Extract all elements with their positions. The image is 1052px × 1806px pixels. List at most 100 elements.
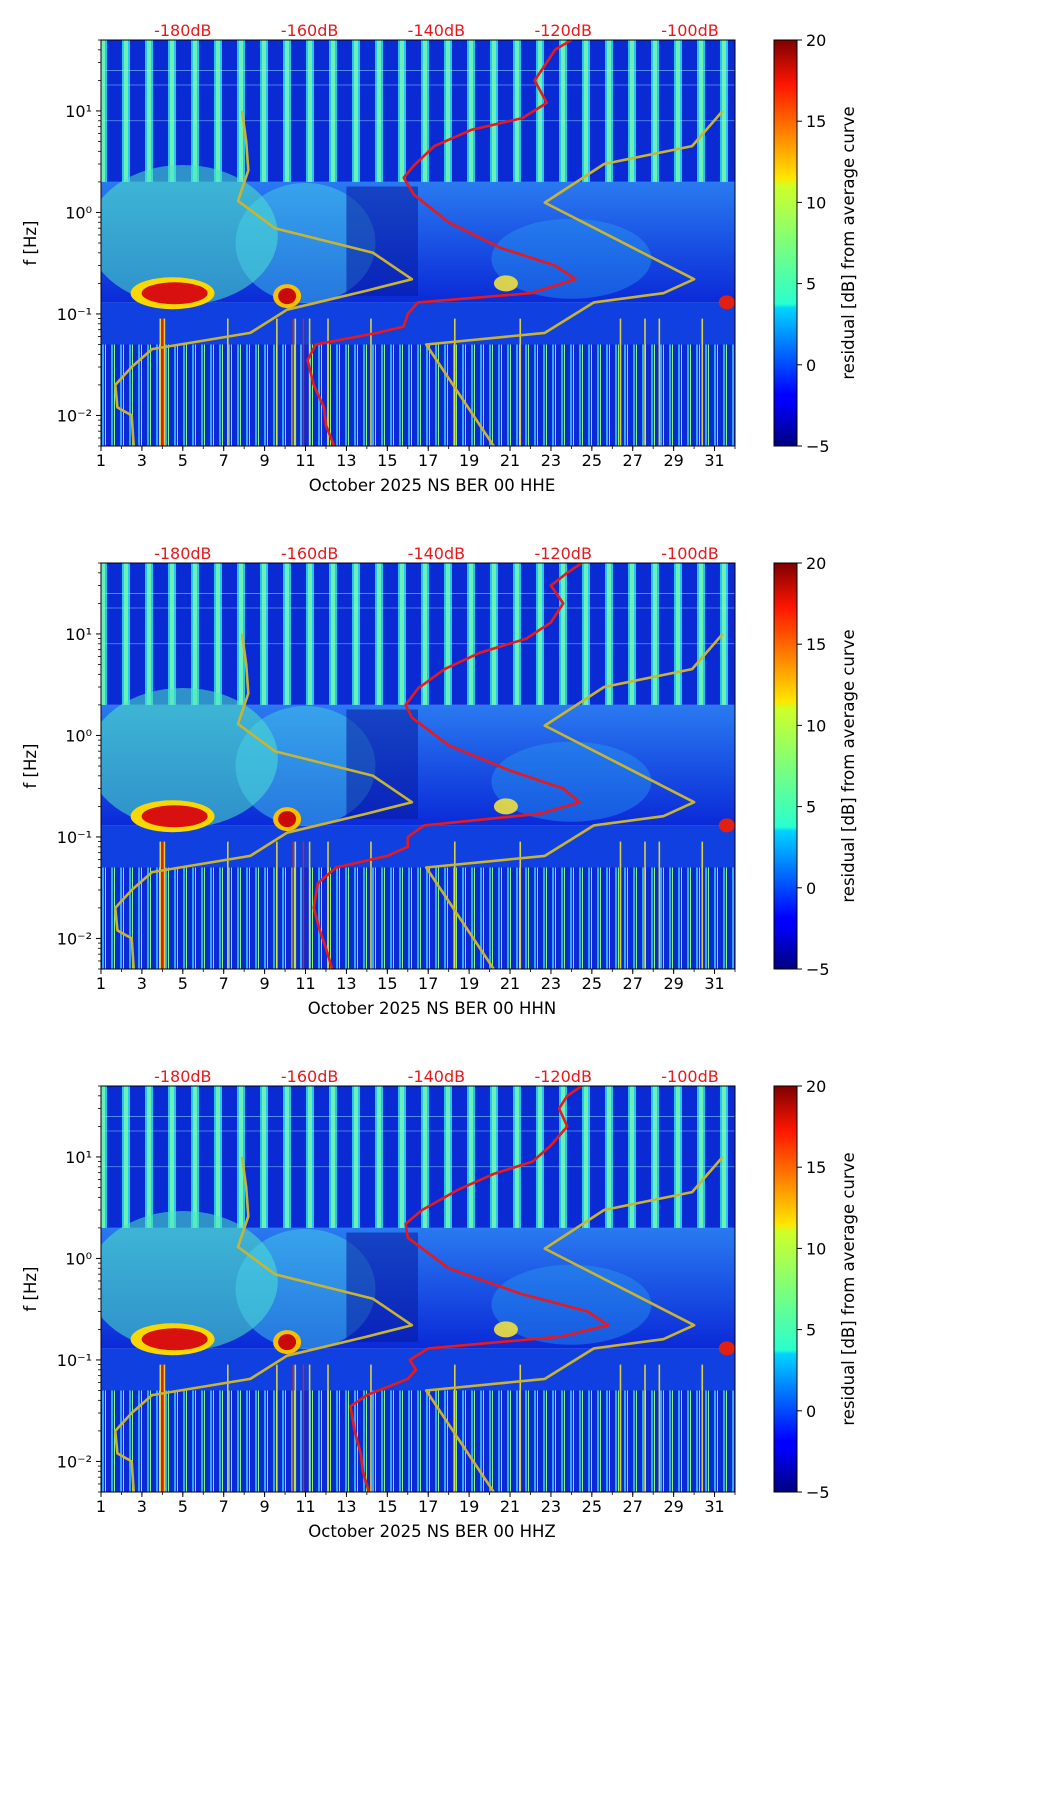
y-tick-label: 10⁻² bbox=[57, 929, 92, 948]
x-tick-label: 15 bbox=[377, 974, 397, 993]
db-scale-label: -160dB bbox=[281, 21, 338, 40]
y-tick-label: 10⁰ bbox=[65, 1249, 92, 1268]
storm-halo bbox=[493, 275, 518, 292]
x-tick-label: 17 bbox=[418, 1497, 438, 1516]
x-tick-label: 3 bbox=[137, 1497, 147, 1516]
x-tick-label: 9 bbox=[260, 451, 270, 470]
colorbar bbox=[773, 39, 798, 447]
storm-core bbox=[278, 811, 297, 828]
storm-core bbox=[141, 805, 208, 828]
noise-model-curve bbox=[114, 1156, 414, 1492]
noise-model-curve bbox=[114, 633, 414, 969]
haze bbox=[491, 1264, 652, 1345]
x-tick-label: 11 bbox=[295, 974, 315, 993]
storm-core bbox=[718, 818, 735, 833]
x-tick-label: 25 bbox=[582, 1497, 602, 1516]
x-tick-label: 17 bbox=[418, 451, 438, 470]
x-tick-label: 15 bbox=[377, 451, 397, 470]
storm-core bbox=[718, 1341, 735, 1356]
db-scale-label: -140dB bbox=[408, 21, 465, 40]
y-axis-label: f [Hz] bbox=[21, 1267, 40, 1312]
colorbar-tick-label: 10 bbox=[806, 193, 826, 212]
colorbar-tick-label: 20 bbox=[806, 1077, 826, 1096]
db-scale-label: -180dB bbox=[154, 1067, 211, 1086]
x-axis-label: October 2025 NS BER 00 HHE bbox=[309, 476, 556, 495]
colorbar-tick-label: 0 bbox=[806, 356, 816, 375]
x-tick-label: 5 bbox=[178, 974, 188, 993]
x-tick-label: 1 bbox=[96, 451, 106, 470]
db-scale-label: -160dB bbox=[281, 1067, 338, 1086]
x-tick-label: 11 bbox=[295, 451, 315, 470]
x-tick-label: 21 bbox=[500, 974, 520, 993]
x-tick-label: 27 bbox=[623, 451, 643, 470]
x-tick-label: 7 bbox=[219, 1497, 229, 1516]
noise-model-curve bbox=[424, 110, 724, 446]
db-scale-label: -120dB bbox=[534, 1067, 591, 1086]
y-tick-label: 10¹ bbox=[65, 102, 92, 121]
quiet-zone bbox=[346, 1232, 418, 1343]
y-tick-label: 10¹ bbox=[65, 1148, 92, 1167]
x-tick-label: 5 bbox=[178, 451, 188, 470]
spectrogram-image bbox=[101, 40, 735, 446]
x-tick-label: 25 bbox=[582, 974, 602, 993]
noise-model-curve bbox=[424, 1156, 724, 1492]
storm-core bbox=[141, 282, 208, 305]
x-tick-label: 31 bbox=[704, 1497, 724, 1516]
colorbar-tick-label: 15 bbox=[806, 1158, 826, 1177]
colorbar bbox=[773, 562, 798, 970]
x-tick-label: 19 bbox=[459, 1497, 479, 1516]
colorbar-tick-label: 20 bbox=[806, 554, 826, 573]
haze bbox=[491, 218, 652, 299]
y-tick-label: 10⁰ bbox=[65, 726, 92, 745]
spectrogram-image bbox=[101, 1086, 735, 1492]
hf-band bbox=[101, 1086, 735, 1228]
x-tick-label: 9 bbox=[260, 974, 270, 993]
db-scale-label: -180dB bbox=[154, 544, 211, 563]
y-tick-label: 10⁰ bbox=[65, 203, 92, 222]
spectrogram-image bbox=[101, 563, 735, 969]
x-axis-label: October 2025 NS BER 00 HHN bbox=[308, 999, 556, 1018]
quiet-zone bbox=[346, 709, 418, 820]
hf-band bbox=[101, 563, 735, 705]
haze bbox=[101, 1210, 278, 1351]
colorbar-tick-label: 10 bbox=[806, 716, 826, 735]
x-tick-label: 3 bbox=[137, 451, 147, 470]
db-scale-label: -120dB bbox=[534, 21, 591, 40]
storm-halo bbox=[493, 1321, 518, 1338]
x-tick-label: 23 bbox=[541, 974, 561, 993]
average-psd-curve bbox=[312, 563, 583, 969]
lf-band bbox=[101, 1390, 735, 1492]
microseism-band bbox=[101, 825, 735, 868]
colorbar-tick-label: −5 bbox=[806, 437, 830, 456]
x-tick-label: 9 bbox=[260, 1497, 270, 1516]
x-tick-label: 15 bbox=[377, 1497, 397, 1516]
storm-halo bbox=[493, 798, 518, 815]
x-tick-label: 3 bbox=[137, 974, 147, 993]
db-scale-label: -180dB bbox=[154, 21, 211, 40]
db-scale-label: -140dB bbox=[408, 544, 465, 563]
db-scale-label: -140dB bbox=[408, 1067, 465, 1086]
colorbar-tick-label: 5 bbox=[806, 275, 816, 294]
haze bbox=[235, 706, 376, 826]
db-scale-label: -100dB bbox=[661, 21, 718, 40]
x-tick-label: 21 bbox=[500, 451, 520, 470]
x-tick-label: 23 bbox=[541, 451, 561, 470]
colorbar-label: residual [dB] from average curve bbox=[839, 629, 858, 902]
storm-core bbox=[141, 1328, 208, 1351]
y-axis-label: f [Hz] bbox=[21, 221, 40, 266]
haze bbox=[491, 741, 652, 822]
average-psd-curve bbox=[306, 40, 577, 446]
haze bbox=[235, 1229, 376, 1349]
colorbar-tick-label: −5 bbox=[806, 960, 830, 979]
haze bbox=[235, 183, 376, 303]
x-tick-label: 31 bbox=[704, 451, 724, 470]
x-tick-label: 5 bbox=[178, 1497, 188, 1516]
x-tick-label: 29 bbox=[663, 974, 683, 993]
noise-model-curve bbox=[114, 110, 414, 446]
y-tick-label: 10⁻² bbox=[57, 1452, 92, 1471]
storm-core bbox=[278, 288, 297, 305]
colorbar-tick-label: 5 bbox=[806, 1321, 816, 1340]
db-scale-label: -100dB bbox=[661, 544, 718, 563]
